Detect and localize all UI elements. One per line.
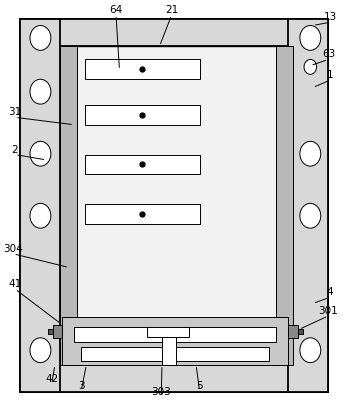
Bar — [298, 329, 303, 334]
Bar — [60, 46, 77, 365]
Text: 42: 42 — [45, 374, 58, 384]
Text: 1: 1 — [327, 70, 334, 80]
Bar — [162, 327, 176, 365]
Text: 41: 41 — [8, 279, 22, 289]
Circle shape — [30, 338, 51, 363]
Bar — [85, 154, 200, 174]
Text: 64: 64 — [109, 5, 122, 15]
Text: 21: 21 — [165, 5, 178, 15]
Text: 31: 31 — [8, 107, 22, 117]
Bar — [147, 327, 189, 337]
Text: 303: 303 — [152, 386, 171, 397]
Text: 4: 4 — [327, 287, 334, 297]
Bar — [81, 347, 269, 361]
Bar — [48, 329, 52, 334]
Bar — [20, 20, 60, 392]
Bar — [52, 325, 62, 338]
Circle shape — [30, 25, 51, 50]
Bar — [20, 20, 328, 392]
Bar — [85, 105, 200, 125]
Circle shape — [300, 203, 321, 228]
Circle shape — [30, 79, 51, 104]
Circle shape — [300, 142, 321, 166]
Bar — [85, 59, 200, 79]
Circle shape — [30, 203, 51, 228]
Bar — [276, 46, 293, 365]
Text: 5: 5 — [196, 381, 203, 391]
Bar — [20, 20, 328, 46]
Text: 13: 13 — [323, 12, 337, 22]
Circle shape — [30, 142, 51, 166]
Bar — [74, 327, 276, 342]
Text: 3: 3 — [78, 381, 84, 391]
Text: 2: 2 — [12, 144, 18, 155]
Circle shape — [300, 25, 321, 50]
Bar — [60, 46, 290, 365]
Text: 301: 301 — [318, 306, 338, 316]
Text: 304: 304 — [4, 244, 23, 254]
Bar — [85, 204, 200, 224]
Bar — [288, 20, 328, 392]
Bar — [62, 317, 288, 365]
Circle shape — [300, 338, 321, 363]
Circle shape — [304, 59, 316, 74]
Bar — [20, 365, 328, 392]
Text: 63: 63 — [322, 49, 335, 59]
Bar — [288, 325, 298, 338]
